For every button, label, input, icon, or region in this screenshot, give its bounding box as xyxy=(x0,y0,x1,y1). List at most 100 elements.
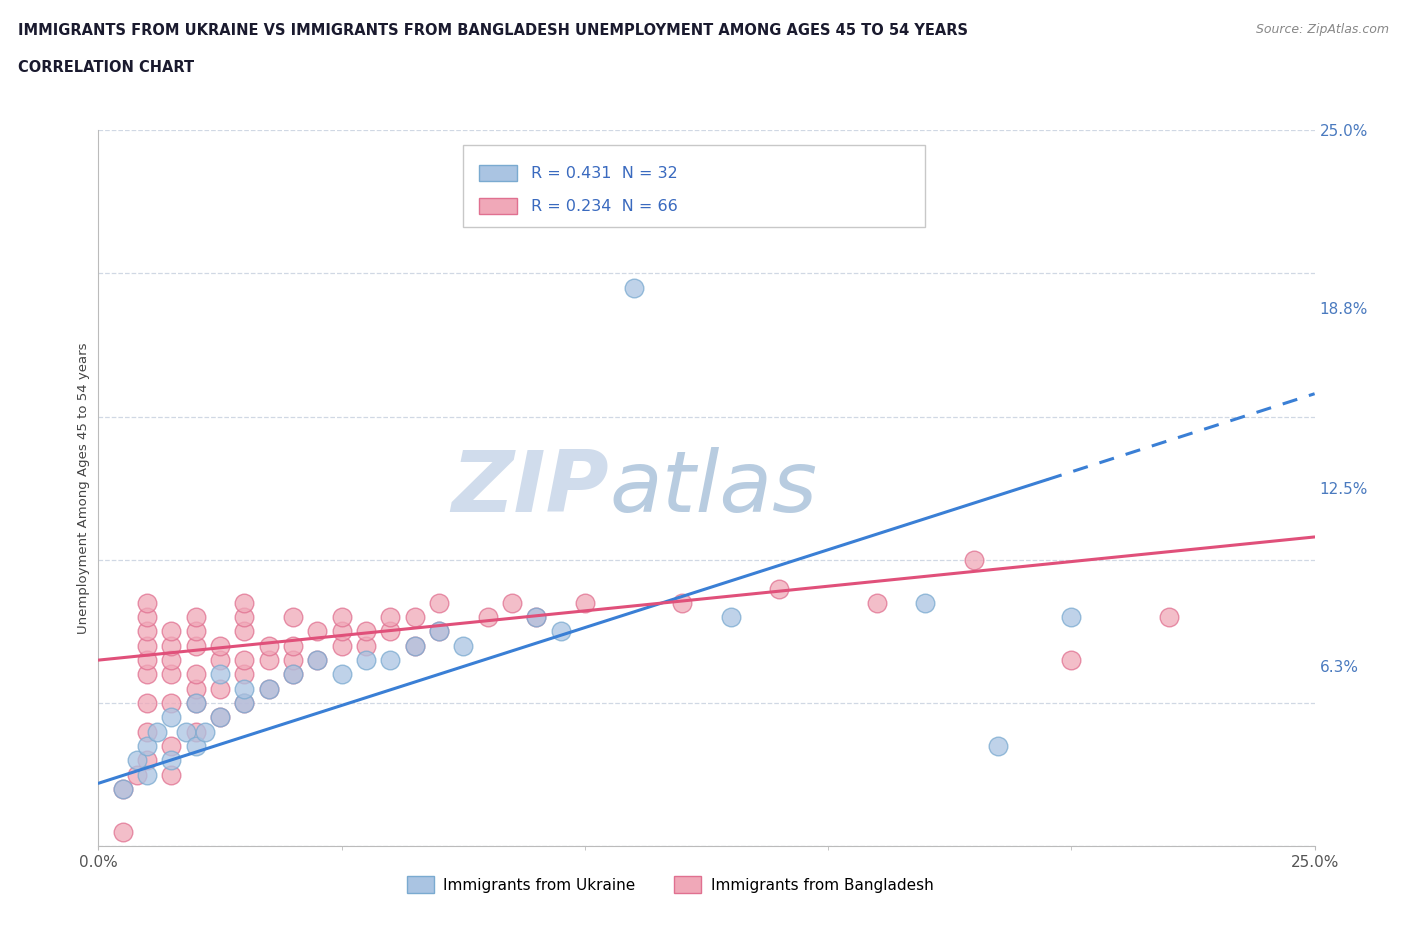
Point xyxy=(209,638,232,653)
Point xyxy=(136,610,159,625)
Point xyxy=(160,624,183,639)
Text: IMMIGRANTS FROM UKRAINE VS IMMIGRANTS FROM BANGLADESH UNEMPLOYMENT AMONG AGES 45: IMMIGRANTS FROM UKRAINE VS IMMIGRANTS FR… xyxy=(18,23,969,38)
Legend: Immigrants from Ukraine, Immigrants from Bangladesh: Immigrants from Ukraine, Immigrants from… xyxy=(401,870,939,899)
Text: CORRELATION CHART: CORRELATION CHART xyxy=(18,60,194,75)
Point xyxy=(160,710,183,724)
Point xyxy=(1157,610,1180,625)
Point xyxy=(146,724,169,739)
Point xyxy=(914,595,936,610)
Point xyxy=(768,581,790,596)
Point xyxy=(160,696,183,711)
Text: R = 0.234  N = 66: R = 0.234 N = 66 xyxy=(531,199,678,214)
Point xyxy=(184,624,207,639)
Point xyxy=(404,638,426,653)
Text: Source: ZipAtlas.com: Source: ZipAtlas.com xyxy=(1256,23,1389,36)
Point xyxy=(307,653,329,668)
Point xyxy=(136,653,159,668)
Point xyxy=(257,682,280,697)
Point xyxy=(477,610,499,625)
Point xyxy=(1060,610,1083,625)
Point xyxy=(136,724,159,739)
Point xyxy=(524,610,547,625)
Point xyxy=(427,624,450,639)
Point xyxy=(453,638,475,653)
Point xyxy=(209,710,232,724)
Point xyxy=(136,738,159,753)
Point xyxy=(380,610,402,625)
Point xyxy=(281,638,304,653)
Point xyxy=(330,667,353,682)
Point xyxy=(354,638,377,653)
Point xyxy=(1060,653,1083,668)
Point xyxy=(184,667,207,682)
Point xyxy=(136,667,159,682)
Point xyxy=(209,710,232,724)
Point xyxy=(233,667,256,682)
Point xyxy=(354,653,377,668)
Point xyxy=(501,595,523,610)
Point xyxy=(160,767,183,782)
Point xyxy=(209,682,232,697)
Point xyxy=(111,825,134,840)
Point xyxy=(127,753,149,768)
Point xyxy=(136,624,159,639)
Point xyxy=(330,610,353,625)
Point xyxy=(720,610,742,625)
Point xyxy=(281,610,304,625)
Point xyxy=(233,696,256,711)
Bar xyxy=(479,198,516,214)
Point xyxy=(281,653,304,668)
Point xyxy=(160,653,183,668)
Point xyxy=(233,682,256,697)
Point xyxy=(233,610,256,625)
Point xyxy=(136,767,159,782)
Point xyxy=(160,738,183,753)
Point xyxy=(404,610,426,625)
Point xyxy=(330,638,353,653)
Point xyxy=(307,624,329,639)
Point xyxy=(671,595,693,610)
Point xyxy=(524,610,547,625)
Point xyxy=(136,595,159,610)
Point xyxy=(257,682,280,697)
Point xyxy=(963,552,986,567)
Point xyxy=(160,753,183,768)
Point xyxy=(404,638,426,653)
Point xyxy=(233,653,256,668)
Point xyxy=(233,595,256,610)
Point xyxy=(330,624,353,639)
Y-axis label: Unemployment Among Ages 45 to 54 years: Unemployment Among Ages 45 to 54 years xyxy=(77,342,90,634)
Point xyxy=(184,696,207,711)
Point xyxy=(209,667,232,682)
Point xyxy=(281,667,304,682)
Point xyxy=(380,653,402,668)
Point xyxy=(160,667,183,682)
Point xyxy=(184,682,207,697)
Point xyxy=(174,724,197,739)
Point xyxy=(233,696,256,711)
Point xyxy=(623,280,645,295)
Point xyxy=(136,638,159,653)
Point xyxy=(111,781,134,796)
Point xyxy=(184,696,207,711)
Point xyxy=(184,738,207,753)
Point xyxy=(257,638,280,653)
Point xyxy=(550,624,572,639)
Point xyxy=(111,781,134,796)
Point xyxy=(233,624,256,639)
Point xyxy=(987,738,1010,753)
Point xyxy=(160,638,183,653)
Point xyxy=(127,767,149,782)
Text: ZIP: ZIP xyxy=(451,446,609,530)
Point xyxy=(281,667,304,682)
Point xyxy=(184,724,207,739)
Point xyxy=(307,653,329,668)
FancyBboxPatch shape xyxy=(464,144,925,227)
Point xyxy=(427,624,450,639)
Point xyxy=(866,595,889,610)
Bar xyxy=(479,166,516,181)
Point xyxy=(194,724,217,739)
Point xyxy=(380,624,402,639)
Point xyxy=(354,624,377,639)
Point xyxy=(184,638,207,653)
